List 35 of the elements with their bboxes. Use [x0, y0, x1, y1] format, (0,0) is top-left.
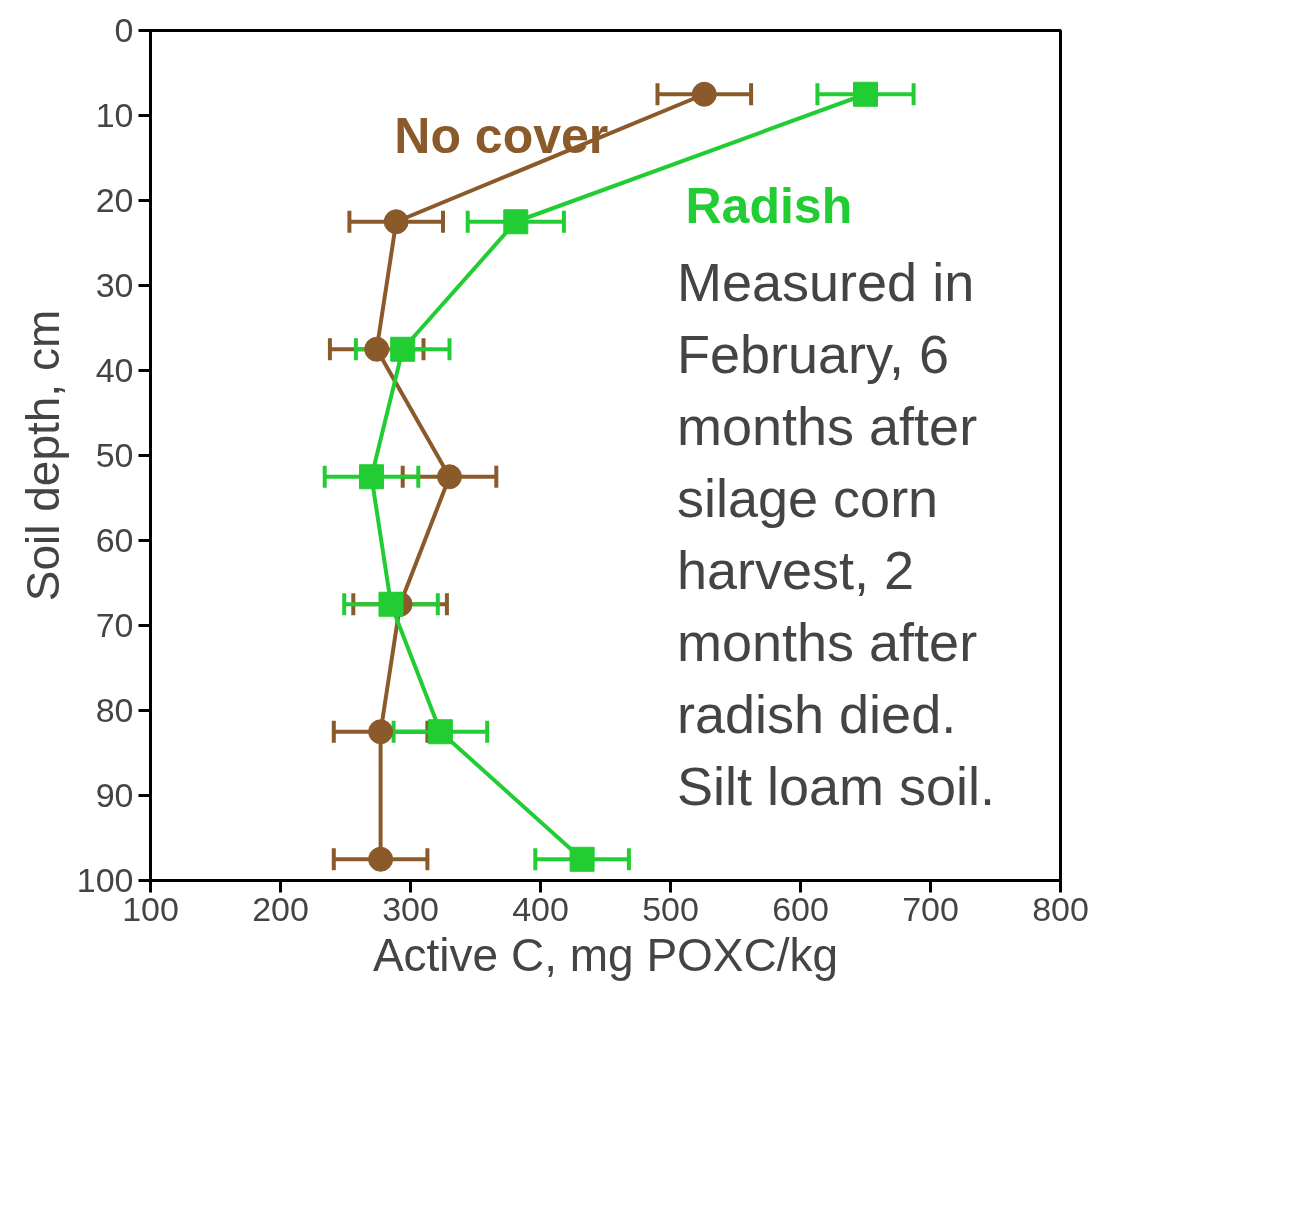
- x-tick-label: 400: [512, 889, 569, 928]
- point: [569, 846, 595, 872]
- point: [368, 846, 394, 872]
- annotation: Measured in February, 6 months after silage corn harvest, 2 months after radish died. Silt loam soil.: [677, 251, 996, 816]
- x-tick-label: 600: [772, 889, 829, 928]
- point: [364, 336, 390, 362]
- point: [427, 719, 453, 745]
- x-tick-label: 700: [902, 889, 959, 928]
- point: [503, 209, 529, 235]
- x-tick-label: 200: [252, 889, 309, 928]
- y-tick-label: 70: [95, 606, 134, 644]
- y-tick-label: 20: [95, 181, 134, 219]
- y-tick-label: 90: [95, 776, 134, 814]
- y-tick-label: 30: [95, 266, 134, 304]
- y-tick-label: 10: [95, 96, 134, 134]
- y-tick-label: 50: [95, 436, 134, 474]
- point: [383, 209, 409, 235]
- series-label: Radish: [685, 178, 853, 235]
- point: [359, 464, 384, 490]
- y-tick-label: 0: [114, 11, 134, 49]
- y-tick-label: 60: [95, 521, 134, 559]
- x-tick-label: 500: [642, 889, 699, 928]
- x-axis-title: Active C, mg POXC/kg: [372, 928, 839, 981]
- point: [378, 591, 404, 617]
- point: [437, 464, 462, 490]
- y-tick-label: 40: [95, 351, 134, 389]
- point: [853, 81, 878, 107]
- y-tick-label: 80: [95, 691, 134, 729]
- x-tick-label: 300: [382, 889, 439, 928]
- point: [368, 719, 394, 745]
- point: [691, 81, 717, 107]
- x-tick-label: 800: [1032, 889, 1089, 928]
- point: [390, 336, 416, 362]
- series-label: No cover: [394, 108, 609, 165]
- y-axis-title: Soil depth, cm: [16, 309, 69, 602]
